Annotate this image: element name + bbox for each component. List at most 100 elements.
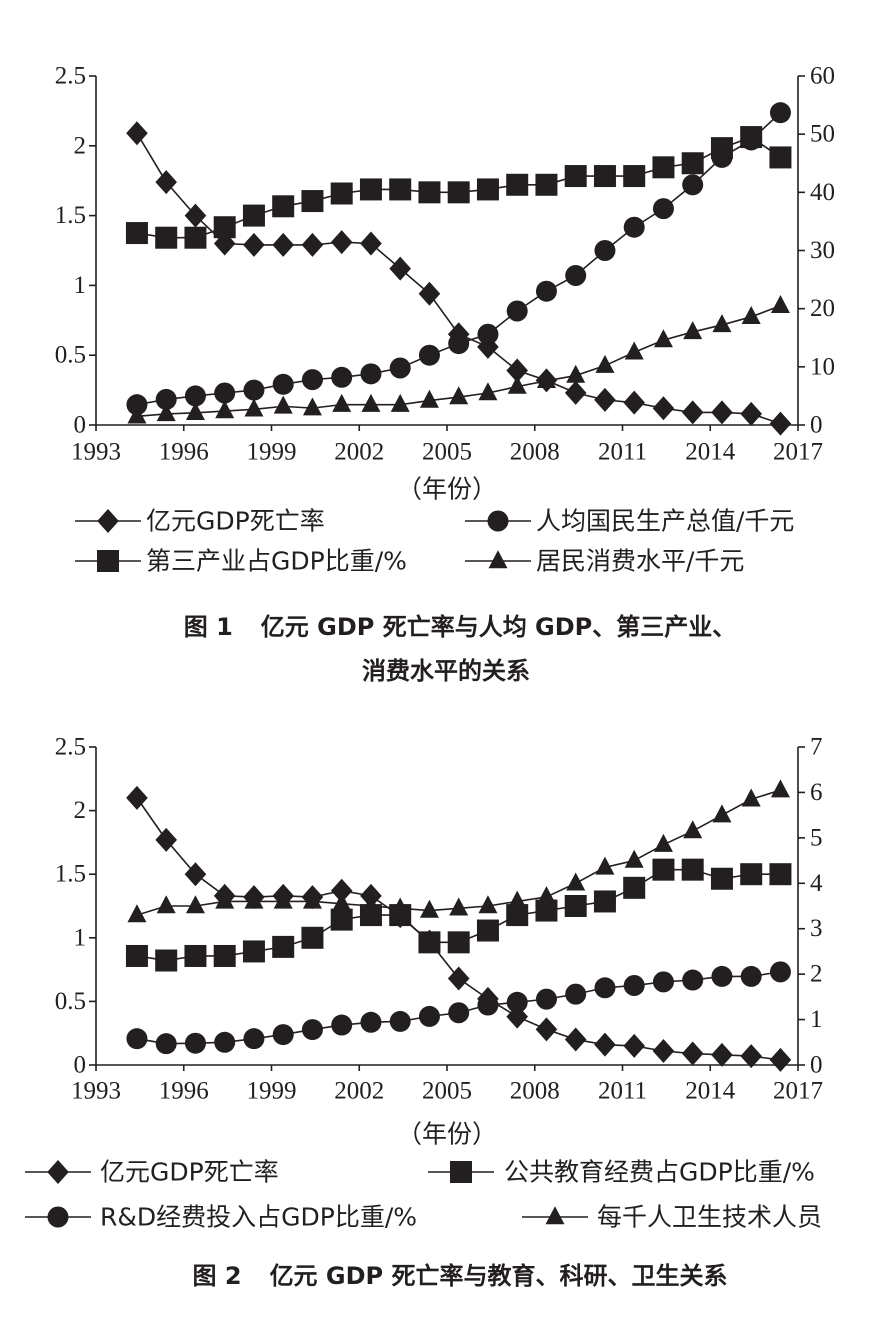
data-point-square: [564, 165, 587, 188]
data-point-square: [272, 935, 295, 958]
left-y-tick-label: 2: [74, 132, 87, 159]
data-point-square: [681, 152, 704, 175]
x-tick-label: 1996: [159, 439, 209, 466]
data-point-diamond: [506, 358, 528, 383]
data-point-circle: [126, 394, 148, 416]
data-point-diamond: [711, 400, 733, 425]
data-point-square: [623, 165, 646, 188]
right-y-tick-label: 30: [810, 237, 835, 264]
data-point-triangle: [478, 895, 498, 914]
data-point-circle: [243, 379, 265, 401]
data-point-triangle: [127, 405, 147, 424]
data-point-triangle: [536, 886, 556, 905]
right-y-tick-label: 10: [810, 353, 835, 380]
legend-label: 亿元GDP死亡率: [146, 507, 325, 536]
data-point-diamond: [740, 1044, 762, 1069]
data-point-triangle: [683, 321, 703, 340]
data-point-triangle: [624, 341, 644, 360]
data-point-square: [301, 190, 324, 213]
data-point-circle: [506, 300, 528, 322]
data-point-triangle: [361, 393, 381, 412]
data-point-square: [769, 863, 792, 886]
data-point-circle: [272, 1024, 294, 1046]
data-point-circle: [243, 1028, 265, 1050]
data-point-diamond: [535, 1017, 558, 1042]
legend-square-icon: [97, 550, 119, 572]
data-point-square: [330, 182, 353, 205]
data-point-diamond: [126, 785, 148, 810]
data-point-diamond: [652, 396, 675, 421]
data-point-circle: [126, 1028, 148, 1050]
data-point-square: [652, 858, 675, 881]
data-point-circle: [331, 1014, 353, 1036]
data-point-circle: [535, 988, 557, 1010]
left-y-tick-label: 2.5: [55, 734, 86, 761]
data-point-triangle: [156, 895, 176, 914]
x-tick-label: 2011: [598, 439, 647, 466]
data-point-triangle: [156, 403, 176, 422]
data-point-circle: [214, 1031, 236, 1053]
x-tick-label: 2011: [598, 1078, 647, 1105]
data-point-triangle: [273, 890, 293, 909]
x-tick-label: 2008: [510, 439, 560, 466]
data-point-circle: [769, 961, 791, 983]
data-point-circle: [623, 975, 645, 996]
data-point-square: [301, 926, 324, 949]
figure-caption: 图 1 亿元 GDP 死亡率与人均 GDP、第三产业、: [184, 613, 737, 641]
data-point-diamond: [711, 1042, 733, 1067]
data-point-circle: [214, 382, 236, 404]
data-point-circle: [652, 198, 674, 220]
legend-triangle-icon: [545, 1206, 565, 1225]
data-point-triangle: [595, 856, 615, 875]
data-point-circle: [477, 994, 499, 1016]
data-point-square: [506, 904, 529, 927]
x-axis-label: （年份）: [397, 1120, 497, 1149]
data-point-triangle: [653, 833, 673, 852]
x-tick-label: 2014: [685, 1078, 736, 1105]
data-point-square: [447, 181, 470, 204]
legend-label: 人均国民生产总值/千元: [536, 507, 794, 536]
data-point-circle: [360, 1011, 382, 1033]
data-point-square: [330, 908, 353, 931]
data-point-triangle: [273, 395, 293, 414]
data-point-circle: [682, 969, 704, 991]
data-point-square: [535, 173, 558, 196]
data-point-circle: [448, 1002, 470, 1024]
data-point-diamond: [769, 411, 792, 436]
data-point-diamond: [272, 232, 294, 257]
data-point-square: [418, 931, 441, 954]
data-point-circle: [389, 357, 411, 379]
data-point-diamond: [652, 1039, 675, 1064]
data-point-circle: [301, 369, 323, 391]
left-y-tick-label: 1: [74, 924, 87, 951]
legend-circle-icon: [47, 1206, 69, 1228]
legend-label: 每千人卫生技术人员: [597, 1203, 822, 1232]
data-point-triangle: [215, 400, 235, 419]
legend-circle-icon: [487, 510, 509, 532]
data-point-triangle: [390, 897, 410, 916]
right-y-tick-label: 1: [810, 1006, 823, 1033]
data-point-diamond: [126, 121, 148, 146]
left-y-tick-label: 1: [74, 272, 87, 299]
right-y-tick-label: 40: [810, 179, 835, 206]
x-tick-label: 1996: [159, 1078, 209, 1105]
data-point-circle: [448, 333, 470, 355]
data-point-triangle: [215, 890, 235, 909]
data-point-diamond: [360, 231, 382, 256]
data-point-circle: [331, 366, 353, 388]
data-point-square: [476, 178, 499, 201]
data-point-square: [769, 146, 792, 169]
data-point-diamond: [184, 862, 207, 887]
data-point-circle: [711, 965, 733, 987]
data-point-diamond: [184, 203, 207, 228]
legend-triangle-icon: [488, 550, 508, 569]
right-y-tick-label: 0: [810, 412, 823, 439]
data-point-square: [447, 931, 470, 954]
legend-label: 亿元GDP死亡率: [100, 1158, 279, 1187]
right-y-tick-label: 5: [810, 824, 823, 851]
data-point-square: [564, 895, 587, 917]
data-point-square: [535, 899, 558, 922]
data-point-square: [623, 876, 646, 899]
data-point-diamond: [623, 1033, 645, 1058]
